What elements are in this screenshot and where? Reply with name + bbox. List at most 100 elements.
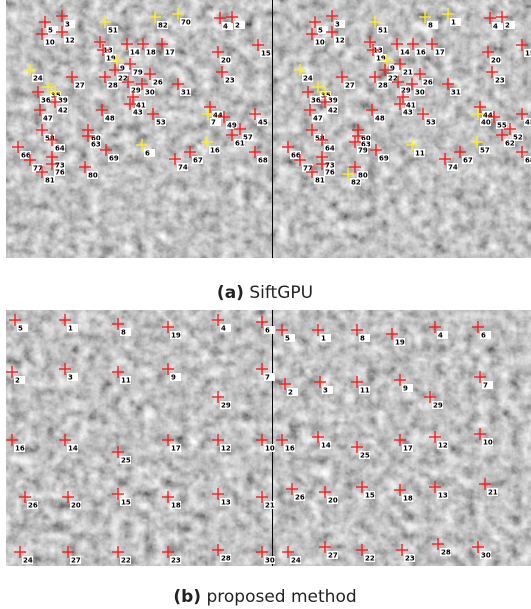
point-label: 79	[358, 147, 368, 155]
point-label: 26	[28, 502, 38, 510]
point-label: 19	[376, 55, 386, 63]
point-label: 26	[295, 494, 305, 502]
point-label: 17	[435, 49, 445, 57]
point-label: 82	[158, 22, 168, 30]
point-label: 69	[379, 155, 389, 163]
point-label: 4	[493, 23, 498, 31]
point-label: 28	[441, 549, 451, 557]
point-label: 42	[58, 107, 68, 115]
point-label: 45	[258, 119, 268, 127]
caption-tag: (a)	[217, 283, 244, 303]
point-label: 48	[375, 115, 385, 123]
point-label: 76	[325, 169, 335, 177]
point-label: 30	[145, 89, 155, 97]
point-label: 15	[261, 50, 271, 58]
point-label: 14	[68, 445, 78, 453]
point-label: 24	[291, 557, 301, 565]
point-label: 21	[403, 69, 413, 77]
point-label: 70	[181, 19, 191, 27]
point-label: 28	[221, 555, 231, 563]
point-label: 30	[265, 557, 275, 565]
point-label: 43	[133, 109, 143, 117]
point-label: 23	[171, 557, 181, 565]
point-label: 4	[221, 325, 226, 333]
point-label: 21	[488, 489, 498, 497]
point-label: 18	[146, 49, 156, 57]
point-label: 3	[323, 387, 328, 395]
point-label: 67	[463, 157, 473, 165]
point-label: 30	[415, 89, 425, 97]
point-label: 36	[41, 97, 51, 105]
point-label: 4	[223, 23, 228, 31]
point-label: 6	[265, 327, 270, 335]
point-label: 9	[120, 65, 125, 73]
caption-a: (a) SiftGPU	[217, 283, 313, 303]
point-label: 24	[33, 75, 43, 83]
point-label: 10	[315, 39, 325, 47]
point-label: 31	[451, 89, 461, 97]
point-label: 12	[221, 445, 231, 453]
panel-a-image	[6, 0, 531, 258]
point-label: 64	[55, 145, 65, 153]
point-label: 76	[55, 169, 65, 177]
point-label: 17	[171, 445, 181, 453]
point-label: 43	[403, 109, 413, 117]
point-label: 20	[221, 57, 231, 65]
point-label: 2	[235, 22, 240, 30]
point-label: 25	[360, 452, 370, 460]
point-label: 18	[171, 502, 181, 510]
point-label: 18	[403, 495, 413, 503]
point-label: 47	[313, 115, 323, 123]
point-label: 17	[165, 49, 175, 57]
point-label: 5	[318, 27, 323, 35]
point-label: 58	[45, 135, 55, 143]
point-label: 7	[483, 382, 488, 390]
point-label: 31	[181, 89, 191, 97]
point-label: 51	[108, 27, 118, 35]
point-label: 12	[438, 442, 448, 450]
point-label: 15	[525, 50, 531, 58]
point-label: 21	[265, 502, 275, 510]
point-label: 9	[171, 374, 176, 382]
point-label: 8	[428, 22, 433, 30]
point-label: 22	[365, 555, 375, 563]
point-label: 11	[360, 387, 370, 395]
point-label: 11	[415, 150, 425, 158]
point-label: 42	[328, 107, 338, 115]
point-label: 7	[211, 119, 216, 127]
point-label: 81	[45, 177, 55, 185]
point-label: 6	[145, 150, 150, 158]
point-label: 8	[360, 335, 365, 343]
point-label: 14	[321, 442, 331, 450]
point-label: 9	[403, 385, 408, 393]
point-label: 28	[108, 82, 118, 90]
point-label: 69	[109, 155, 119, 163]
point-label: 8	[121, 329, 126, 337]
point-label: 2	[15, 377, 20, 385]
point-label: 30	[481, 552, 491, 560]
point-label: 27	[328, 552, 338, 560]
point-label: 53	[156, 119, 166, 127]
point-label: 58	[315, 135, 325, 143]
point-label: 5	[18, 325, 23, 333]
point-label: 20	[491, 57, 501, 65]
point-label: 16	[416, 49, 426, 57]
point-label: 6	[481, 332, 486, 340]
point-label: 14	[400, 49, 410, 57]
point-label: 2	[505, 22, 510, 30]
point-label: 19	[395, 339, 405, 347]
point-label: 45	[525, 119, 531, 127]
point-label: 64	[325, 145, 335, 153]
point-label: 1	[321, 335, 326, 343]
point-label: 1	[68, 325, 73, 333]
point-label: 68	[525, 157, 531, 165]
point-label: 13	[221, 499, 231, 507]
caption-b: (b) proposed method	[173, 587, 356, 607]
point-label: 13	[438, 492, 448, 500]
point-label: 4	[438, 332, 443, 340]
point-label: 10	[265, 445, 275, 453]
point-label: 79	[133, 69, 143, 77]
point-label: 15	[121, 499, 131, 507]
point-label: 2	[288, 389, 293, 397]
point-label: 12	[65, 37, 75, 45]
